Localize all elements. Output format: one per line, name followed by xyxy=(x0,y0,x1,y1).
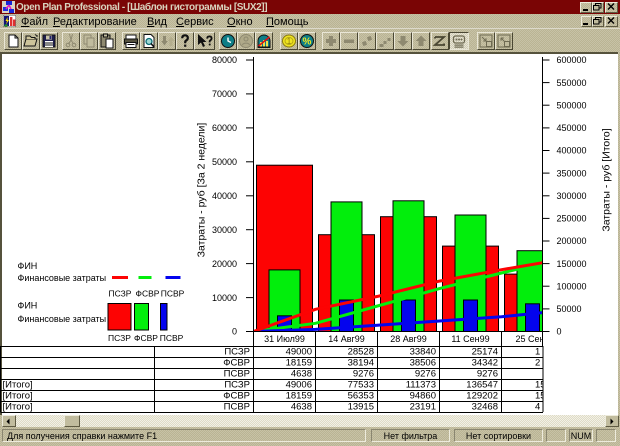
svg-text:400000: 400000 xyxy=(557,146,587,156)
svg-text:20000: 20000 xyxy=(212,259,237,269)
svg-text:ПСЗР: ПСЗР xyxy=(224,347,250,358)
svg-text:100000: 100000 xyxy=(557,281,587,291)
svg-text:34342: 34342 xyxy=(472,358,498,369)
svg-text:600000: 600000 xyxy=(557,55,587,65)
svg-text:ФСВР: ФСВР xyxy=(136,289,160,299)
svg-text:25 Сен99: 25 Сен99 xyxy=(516,334,555,344)
svg-text:70000: 70000 xyxy=(212,89,237,99)
svg-text:50000: 50000 xyxy=(212,157,237,167)
svg-text:40000: 40000 xyxy=(212,191,237,201)
svg-text:10000: 10000 xyxy=(212,293,237,303)
svg-text:50000: 50000 xyxy=(557,304,582,314)
svg-text:ФСВР: ФСВР xyxy=(223,391,250,402)
svg-text:ПСЗР: ПСЗР xyxy=(109,289,132,299)
svg-text:1: 1 xyxy=(535,347,540,358)
svg-text:49006: 49006 xyxy=(286,380,312,391)
svg-text:0: 0 xyxy=(232,327,237,337)
svg-text:Затраты - руб [Итого]: Затраты - руб [Итого] xyxy=(601,128,613,231)
svg-text:18159: 18159 xyxy=(286,358,312,369)
svg-text:14 Авг99: 14 Авг99 xyxy=(328,334,365,344)
svg-text:30000: 30000 xyxy=(212,225,237,235)
svg-text:94860: 94860 xyxy=(410,391,436,402)
svg-text:25174: 25174 xyxy=(472,347,498,358)
svg-text:ПСВР: ПСВР xyxy=(160,333,184,343)
svg-text:500000: 500000 xyxy=(557,100,587,110)
svg-text:ПСЗР: ПСЗР xyxy=(224,380,250,391)
svg-text:0: 0 xyxy=(557,327,562,337)
svg-text:ПСВР: ПСВР xyxy=(224,369,250,380)
svg-text:ФИН: ФИН xyxy=(18,301,38,311)
svg-text:60000: 60000 xyxy=(212,123,237,133)
svg-text:ФИН: ФИН xyxy=(18,261,38,271)
svg-text:450000: 450000 xyxy=(557,123,587,133)
svg-text:32468: 32468 xyxy=(472,402,498,413)
svg-text:300000: 300000 xyxy=(557,191,587,201)
svg-text:15: 15 xyxy=(535,380,546,391)
svg-text:%: % xyxy=(303,36,312,47)
svg-text:49000: 49000 xyxy=(286,347,312,358)
svg-text:350000: 350000 xyxy=(557,168,587,178)
svg-text:[Итого]: [Итого] xyxy=(3,380,33,391)
svg-text:ПСВР: ПСВР xyxy=(161,289,185,299)
svg-text:9276: 9276 xyxy=(353,369,374,380)
svg-text:1: 1 xyxy=(287,37,292,46)
svg-text:38506: 38506 xyxy=(410,358,436,369)
svg-text:Затраты - руб [За 2 недели]: Затраты - руб [За 2 недели] xyxy=(196,123,208,258)
svg-text:[Итого]: [Итого] xyxy=(3,402,33,413)
svg-text:111373: 111373 xyxy=(406,380,436,391)
svg-text:ПСЗР: ПСЗР xyxy=(108,333,131,343)
svg-text:Финансовые затраты: Финансовые затраты xyxy=(18,273,107,283)
svg-text:150000: 150000 xyxy=(557,259,587,269)
svg-text:200000: 200000 xyxy=(557,236,587,246)
svg-text:15: 15 xyxy=(535,391,546,402)
svg-text:38194: 38194 xyxy=(348,358,374,369)
svg-text:4638: 4638 xyxy=(291,402,312,413)
svg-text:18159: 18159 xyxy=(286,391,312,402)
svg-text:2: 2 xyxy=(535,358,540,369)
svg-text:ПСВР: ПСВР xyxy=(224,402,250,413)
svg-text:250000: 250000 xyxy=(557,214,587,224)
svg-text:23191: 23191 xyxy=(410,402,436,413)
svg-text:31 Июл99: 31 Июл99 xyxy=(264,334,305,344)
svg-text:56353: 56353 xyxy=(348,391,374,402)
svg-text:129202: 129202 xyxy=(466,391,498,402)
svg-text:ФСВР: ФСВР xyxy=(223,358,250,369)
svg-text:28528: 28528 xyxy=(348,347,374,358)
svg-text:13915: 13915 xyxy=(348,402,374,413)
svg-text:136547: 136547 xyxy=(466,380,498,391)
svg-text:77533: 77533 xyxy=(348,380,374,391)
svg-text:9276: 9276 xyxy=(477,369,498,380)
svg-text:28 Авг99: 28 Авг99 xyxy=(390,334,427,344)
svg-text:ФСВР: ФСВР xyxy=(134,333,158,343)
svg-text:9276: 9276 xyxy=(415,369,436,380)
svg-text:80000: 80000 xyxy=(212,55,237,65)
svg-text:4: 4 xyxy=(535,402,540,413)
svg-text:Финансовые затраты: Финансовые затраты xyxy=(18,314,107,324)
svg-text:[Итого]: [Итого] xyxy=(3,391,33,402)
svg-text:33840: 33840 xyxy=(410,347,436,358)
svg-text:550000: 550000 xyxy=(557,78,587,88)
svg-text:11 Сен99: 11 Сен99 xyxy=(451,334,489,344)
svg-text:4638: 4638 xyxy=(291,369,312,380)
